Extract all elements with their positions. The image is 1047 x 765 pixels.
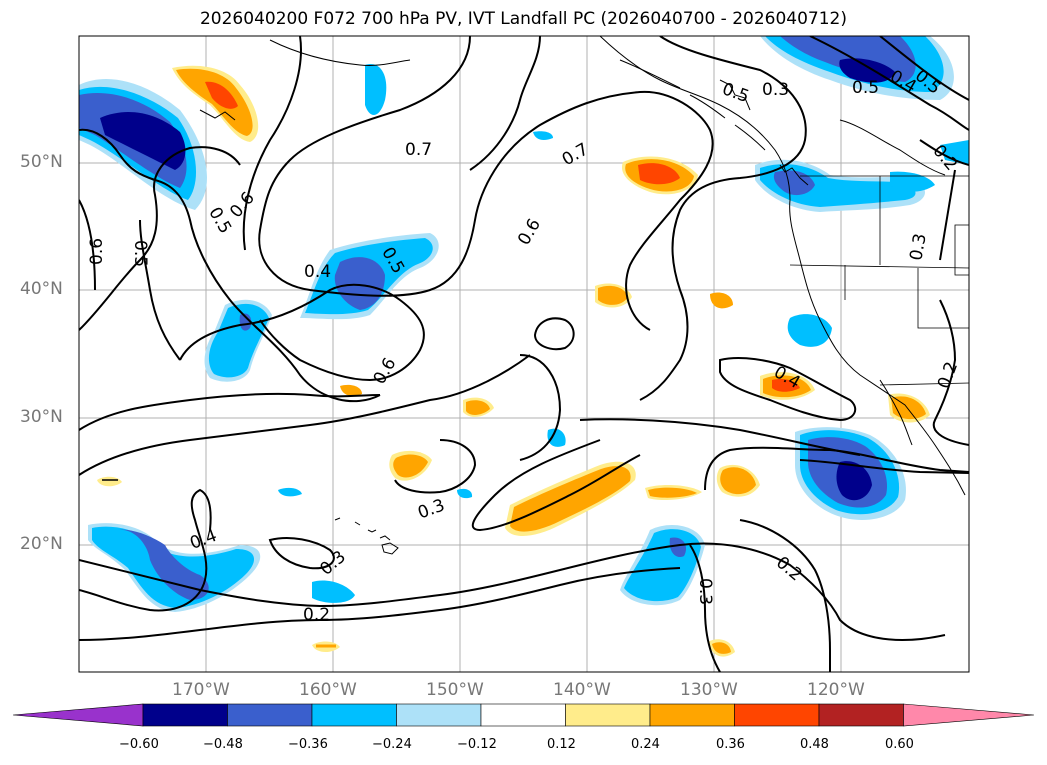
- longitude-label-140w: 140°W: [553, 680, 611, 700]
- colorbar-tick-label: −0.36: [288, 737, 328, 752]
- latitude-label-50n: 50°N: [20, 152, 63, 172]
- colorbar-tick-label: 0.60: [885, 737, 914, 752]
- latitude-label-40n: 40°N: [20, 279, 63, 299]
- contour-label: 0.2: [303, 605, 330, 625]
- colorbar-tick-label: −0.12: [457, 737, 497, 752]
- colorbar-tick-label: −0.24: [372, 737, 412, 752]
- colorbar-tick-label: −0.48: [203, 737, 243, 752]
- colorbar-segment: [396, 703, 482, 727]
- colorbar-tick-label: 0.36: [716, 737, 745, 752]
- contour-label: 0.7: [405, 140, 432, 160]
- colorbar-segment: [311, 703, 397, 727]
- longitude-label-170w: 170°W: [172, 680, 230, 700]
- longitude-label-120w: 120°W: [807, 680, 865, 700]
- longitude-label-130w: 130°W: [680, 680, 738, 700]
- latitude-label-30n: 30°N: [20, 407, 63, 427]
- colorbar-extend-min: [12, 703, 144, 727]
- graticule: [79, 36, 969, 672]
- contour-label: 0.4: [304, 262, 331, 282]
- map-frame: [78, 35, 970, 673]
- contour-label: 0.3: [762, 80, 789, 100]
- colorbar-segment: [480, 703, 566, 727]
- colorbar-segment: [227, 703, 313, 727]
- latitude-label-20n: 20°N: [20, 534, 63, 554]
- colorbar-tick-label: 0.48: [800, 737, 829, 752]
- negative-anomaly-shading: [79, 36, 969, 612]
- colorbar-segment: [565, 703, 651, 727]
- positive-anomaly-shading: [97, 65, 930, 657]
- hawaii-islands: [334, 517, 399, 555]
- colorbar-segment: [818, 703, 904, 727]
- colorbar-tick-label: −0.60: [119, 737, 159, 752]
- colorbar-segment: [734, 703, 820, 727]
- colorbar-tick-label: 0.12: [547, 737, 576, 752]
- contour-label: 0.5: [130, 240, 150, 267]
- colorbar-tick-label: 0.24: [631, 737, 660, 752]
- colorbar-segment: [142, 703, 228, 727]
- political-borders: [789, 175, 969, 386]
- contour-label: 0.5: [852, 78, 879, 98]
- colorbar-extend-max: [903, 703, 1035, 727]
- colorbar: [12, 703, 1035, 727]
- longitude-label-150w: 150°W: [426, 680, 484, 700]
- map-title: 2026040200 F072 700 hPa PV, IVT Landfall…: [199, 9, 847, 29]
- coastlines: [199, 36, 966, 496]
- contour-label: 0.6: [87, 238, 107, 265]
- contour-label: 0.3: [695, 578, 715, 605]
- contour-label: 0.3: [906, 232, 930, 262]
- longitude-label-160w: 160°W: [299, 680, 357, 700]
- colorbar-segment: [649, 703, 735, 727]
- pv-contours: [79, 36, 969, 672]
